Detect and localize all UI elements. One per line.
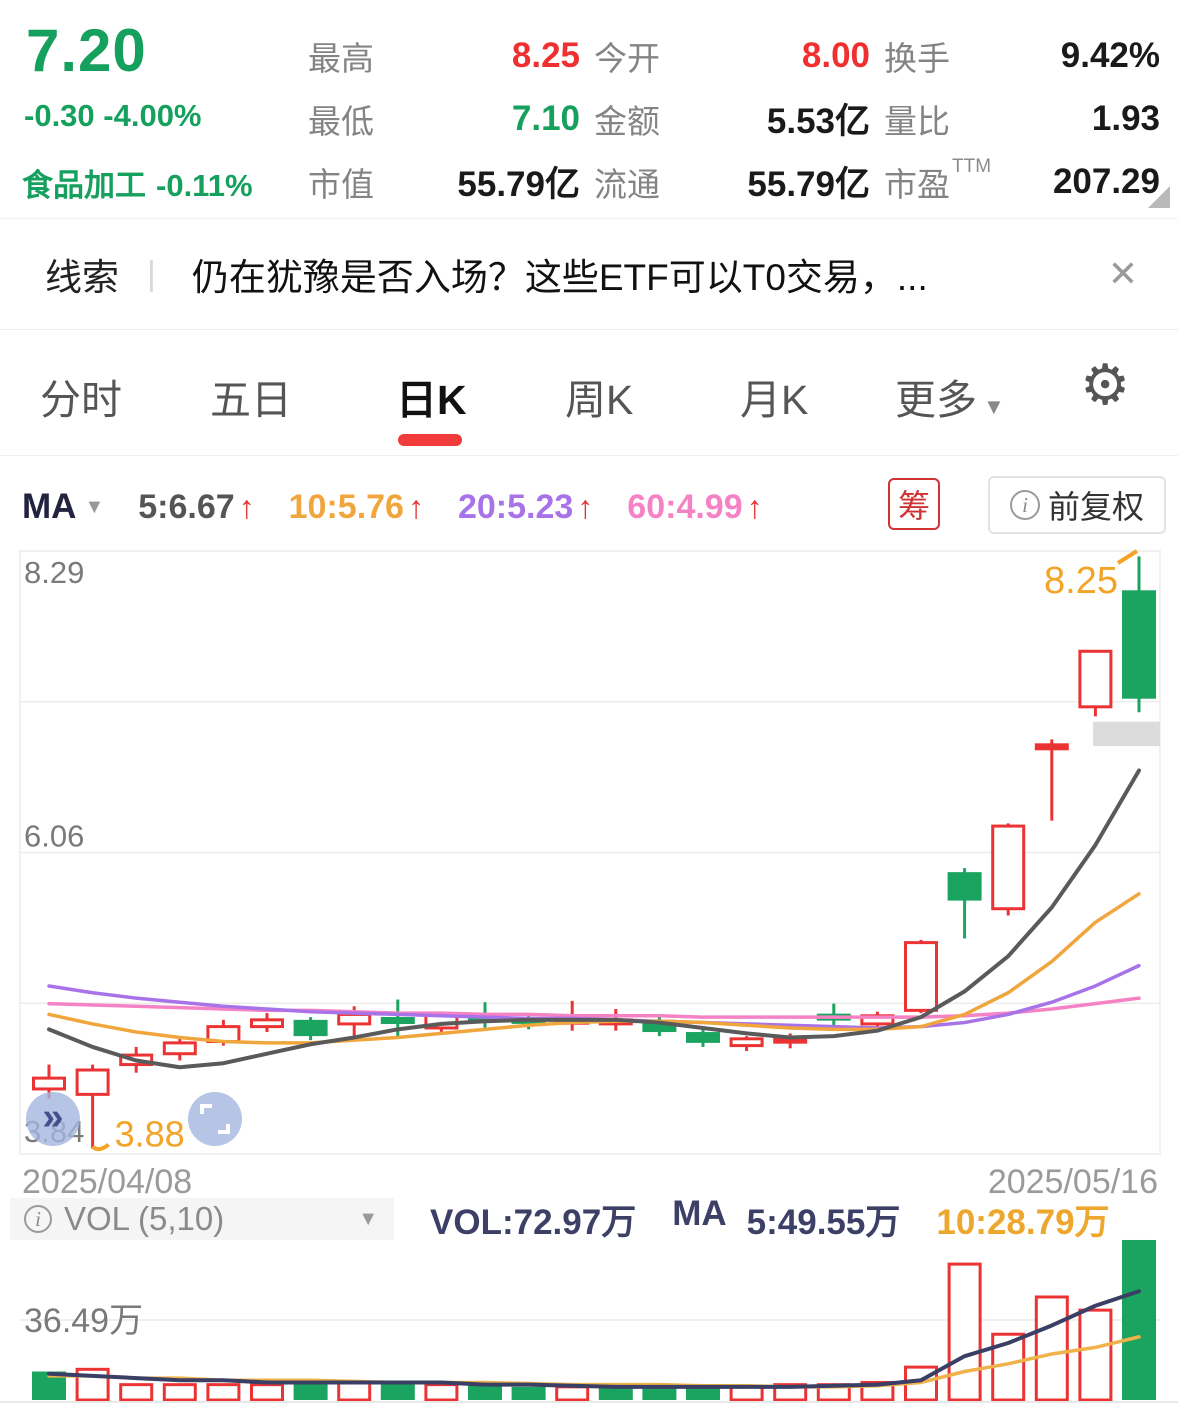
chart-tab-bar: 分时 五日 日K 周K 月K 更多 ▼ ⚙ <box>0 330 1178 456</box>
up-arrow-icon: ↑ <box>577 488 594 525</box>
svg-text:8.29: 8.29 <box>24 555 84 590</box>
stat-low: 最低 7.10 <box>308 98 580 140</box>
stat-high: 最高 8.25 <box>308 35 580 77</box>
up-arrow-icon: ↑ <box>746 488 763 525</box>
sector-row[interactable]: 食品加工 -0.11% <box>22 160 263 205</box>
ttm-superscript: TTM <box>952 155 992 177</box>
volume-ma-label: MA <box>672 1193 727 1233</box>
volume-ma5: 5:49.55万 <box>746 1202 901 1242</box>
info-icon: i <box>1009 490 1040 520</box>
close-icon[interactable]: ✕ <box>1107 253 1138 294</box>
chevron-down-icon: ▼ <box>358 1207 378 1230</box>
news-headline[interactable]: 仍在犹豫是否入场？这些ETF可以T0交易，... <box>191 257 928 298</box>
news-bar[interactable]: 线索 | 仍在犹豫是否入场？这些ETF可以T0交易，... ✕ <box>0 218 1178 330</box>
info-icon: i <box>24 1205 52 1233</box>
stat-volume-ratio: 量比 1.93 <box>884 98 1160 140</box>
news-tag: 线索 <box>45 257 119 298</box>
ma60-legend: 60:4.99 <box>627 487 743 526</box>
up-arrow-icon: ↑ <box>238 488 255 525</box>
up-arrow-icon: ↑ <box>407 488 424 525</box>
volume-ma10: 10:28.79万 <box>936 1202 1110 1242</box>
expand-stats-triangle-icon[interactable] <box>1148 186 1170 208</box>
chart-start-date: 2025/04/08 <box>22 1163 193 1201</box>
tab-minute[interactable]: 分时 <box>40 377 122 423</box>
ma5-legend: 5:6.67 <box>138 487 235 526</box>
sector-change: -0.11% <box>156 168 253 203</box>
sector-name: 食品加工 <box>22 168 146 203</box>
tab-daily-k[interactable]: 日K <box>396 377 467 423</box>
stat-turnover-rate: 换手 9.42% <box>884 35 1160 77</box>
tab-weekly-k[interactable]: 周K <box>565 377 634 423</box>
news-divider: | <box>147 254 156 293</box>
ma-indicator-name[interactable]: MA <box>22 487 77 526</box>
stat-pe-ttm: 市盈 TTM 207.29 <box>884 155 1160 203</box>
chevron-down-icon: ▼ <box>983 394 1005 419</box>
stats-grid: 最高 8.25 今开 8.00 换手 9.42% 最低 7.10 金额 5.53亿 量比 1… <box>308 24 1160 213</box>
svg-text:3.88: 3.88 <box>115 1114 185 1155</box>
stat-market-cap: 市值 55.79亿 <box>308 165 580 204</box>
svg-text:36.49万: 36.49万 <box>24 1302 143 1340</box>
stat-open: 今开 8.00 <box>594 35 870 77</box>
chart-end-date: 2025/05/16 <box>987 1163 1158 1201</box>
ma20-legend: 20:5.23 <box>457 487 574 526</box>
tab-five-day[interactable]: 五日 <box>210 377 292 423</box>
tab-monthly-k[interactable]: 月K <box>740 377 809 423</box>
current-price: 7.20 <box>26 17 147 84</box>
settings-gear-icon[interactable]: ⚙ <box>1080 353 1131 416</box>
volume-current: VOL:72.97万 <box>430 1202 637 1242</box>
fullscreen-button[interactable] <box>188 1092 242 1146</box>
svg-text:8.25: 8.25 <box>1044 560 1118 602</box>
price-change: -0.30 -4.00% <box>24 98 202 133</box>
active-tab-underline <box>398 434 462 446</box>
stat-float-cap: 流通 55.79亿 <box>594 165 870 204</box>
ma-indicator-row: MA ▼ 5:6.67 ↑ 10:5.76 ↑ 20:5.23 ↑ 60:4.99 ↑ … <box>0 468 1178 546</box>
chevron-down-icon: ▼ <box>84 495 105 518</box>
stat-amount: 金额 5.53亿 <box>594 102 870 141</box>
volume-readout-row: VOL:72.97万 MA 5:49.55万 10:28.79万 <box>430 1194 1110 1242</box>
forward-adjust-button[interactable]: i 前复权 <box>988 476 1166 534</box>
ma10-legend: 10:5.76 <box>288 487 404 526</box>
volume-indicator-pill[interactable]: i VOL (5,10) ▼ <box>10 1198 394 1240</box>
fullscreen-icon <box>200 1104 230 1134</box>
tab-more[interactable]: 更多 ▼ <box>895 377 1005 423</box>
volume-chart[interactable]: 36.49万 <box>0 1236 1178 1408</box>
chip-distribution-button[interactable]: 筹 <box>888 478 940 530</box>
double-chevron-icon: » <box>42 1096 64 1138</box>
price-chart[interactable]: 8.296.063.843.888.25 <box>0 545 1178 1163</box>
svg-text:6.06: 6.06 <box>24 819 84 854</box>
scroll-forward-button[interactable]: » <box>26 1092 80 1146</box>
volume-indicator-name: VOL (5,10) <box>64 1200 225 1237</box>
